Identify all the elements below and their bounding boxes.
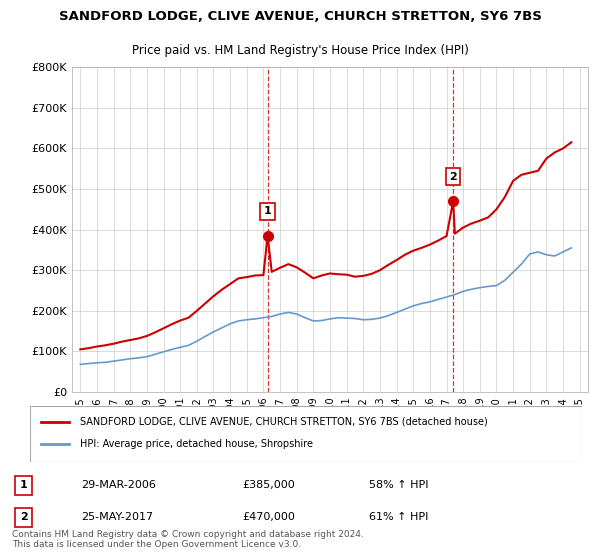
FancyBboxPatch shape xyxy=(30,406,582,462)
Text: 2: 2 xyxy=(449,172,457,182)
Text: SANDFORD LODGE, CLIVE AVENUE, CHURCH STRETTON, SY6 7BS: SANDFORD LODGE, CLIVE AVENUE, CHURCH STR… xyxy=(59,10,541,23)
Text: 1: 1 xyxy=(20,480,28,490)
Text: £470,000: £470,000 xyxy=(242,512,295,522)
Text: HPI: Average price, detached house, Shropshire: HPI: Average price, detached house, Shro… xyxy=(80,439,313,449)
Text: SANDFORD LODGE, CLIVE AVENUE, CHURCH STRETTON, SY6 7BS (detached house): SANDFORD LODGE, CLIVE AVENUE, CHURCH STR… xyxy=(80,417,487,427)
Text: 1: 1 xyxy=(264,206,271,216)
Text: 61% ↑ HPI: 61% ↑ HPI xyxy=(369,512,428,522)
Text: 25-MAY-2017: 25-MAY-2017 xyxy=(81,512,153,522)
Text: Price paid vs. HM Land Registry's House Price Index (HPI): Price paid vs. HM Land Registry's House … xyxy=(131,44,469,57)
Text: 58% ↑ HPI: 58% ↑ HPI xyxy=(369,480,428,490)
Text: Contains HM Land Registry data © Crown copyright and database right 2024.
This d: Contains HM Land Registry data © Crown c… xyxy=(12,530,364,549)
Text: 29-MAR-2006: 29-MAR-2006 xyxy=(81,480,156,490)
Text: £385,000: £385,000 xyxy=(242,480,295,490)
Text: 2: 2 xyxy=(20,512,28,522)
